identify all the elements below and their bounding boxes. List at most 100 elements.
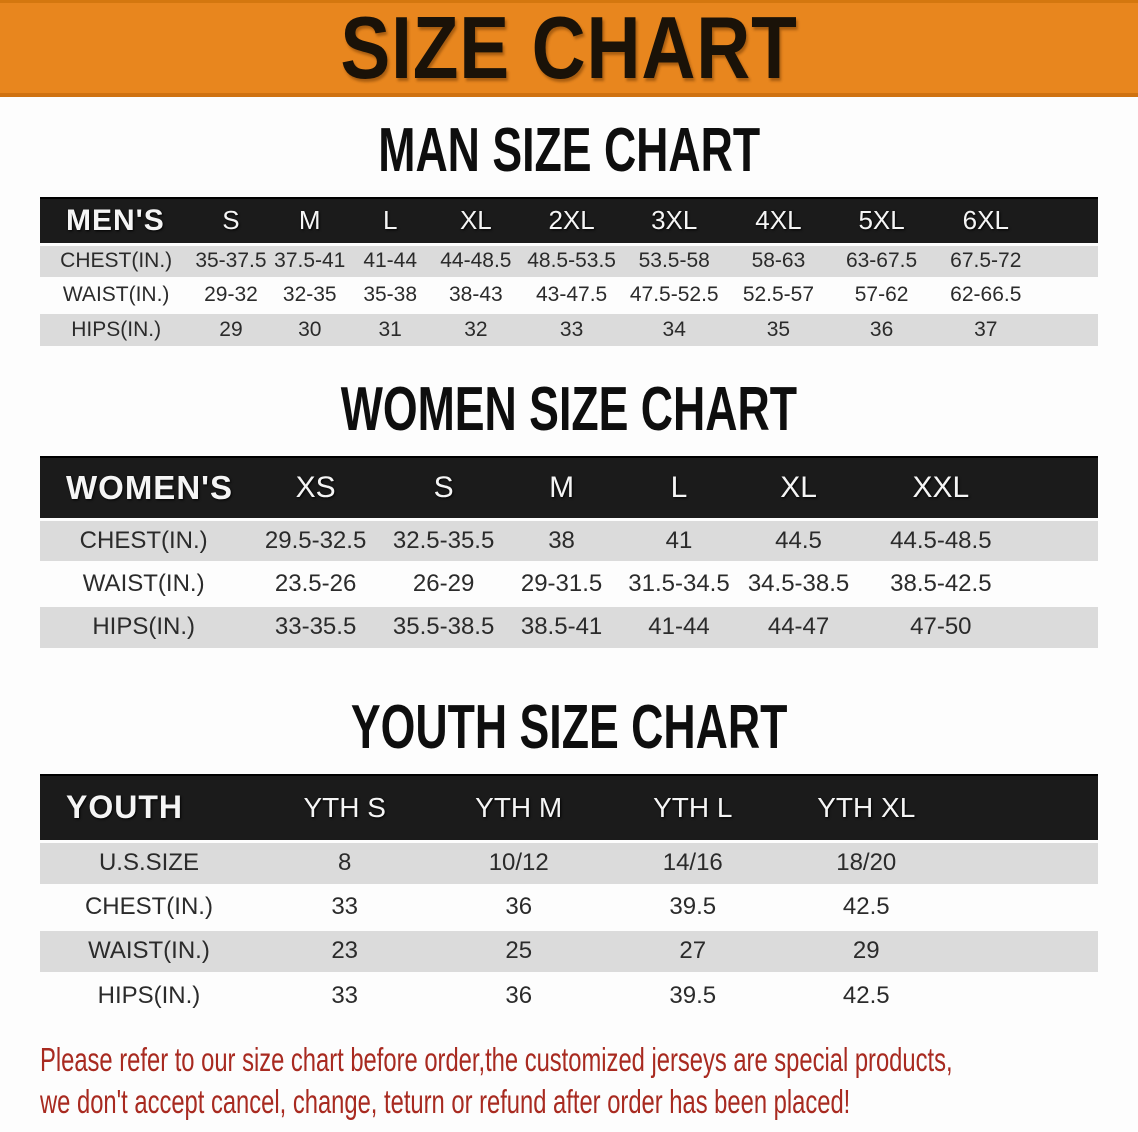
women-section-heading: WOMEN SIZE CHART xyxy=(0,375,1138,444)
size-value-cell: 47.5-52.5 xyxy=(621,276,727,312)
table-row: CHEST(IN.) 29.5-32.5 32.5-35.5 38 41 44.5 44.5… xyxy=(40,517,1098,562)
size-value-cell: 32.5-35.5 xyxy=(383,517,504,562)
size-value-cell: 34.5-38.5 xyxy=(738,560,859,605)
men-section-heading-text: MAN SIZE CHART xyxy=(378,116,760,185)
size-value-cell: 42.5 xyxy=(779,971,953,1017)
table-corner-label: YOUTH xyxy=(40,774,258,842)
size-column-header: L xyxy=(349,197,431,245)
size-value-cell: 33-35.5 xyxy=(247,603,384,648)
size-value-cell: 29 xyxy=(192,310,270,346)
measurement-row-label: WAIST(IN.) xyxy=(40,560,248,605)
size-value-cell: 53.5-58 xyxy=(621,242,727,278)
measurement-row-label: CHEST(IN.) xyxy=(40,517,248,562)
disclaimer-line-1: Please refer to our size chart before or… xyxy=(40,1039,1138,1081)
size-value-cell: 39.5 xyxy=(606,883,780,929)
disclaimer-line-2: we don't accept cancel, change, teturn o… xyxy=(40,1081,1138,1123)
table-row: CHEST(IN.) 33 36 39.5 42.5 xyxy=(40,883,1098,929)
size-value-cell: 33 xyxy=(257,883,432,929)
size-column-header: 4XL xyxy=(726,197,831,245)
filler-cell xyxy=(1038,197,1098,245)
size-value-cell: 23.5-26 xyxy=(247,560,384,605)
size-value-cell: 41 xyxy=(619,517,739,562)
size-column-header: 6XL xyxy=(932,197,1039,245)
measurement-row-label: HIPS(IN.) xyxy=(40,971,258,1017)
measurement-row-label: HIPS(IN.) xyxy=(40,310,193,346)
filler-cell xyxy=(1022,603,1098,648)
size-column-header: XS xyxy=(247,456,384,520)
size-value-cell: 58-63 xyxy=(726,242,831,278)
table-row: HIPS(IN.) 33-35.5 35.5-38.5 38.5-41 41-44 44-… xyxy=(40,603,1098,648)
size-value-cell: 35-38 xyxy=(349,276,431,312)
size-column-header: 2XL xyxy=(521,197,622,245)
size-column-header: XL xyxy=(430,197,522,245)
table-row: WAIST(IN.) 29-32 32-35 35-38 38-43 43-47.5 47.… xyxy=(40,276,1098,312)
size-value-cell: 25 xyxy=(431,927,606,973)
banner-title: SIZE CHART xyxy=(340,0,798,97)
table-row: U.S.SIZE 8 10/12 14/16 18/20 xyxy=(40,839,1098,885)
youth-section-heading-text: YOUTH SIZE CHART xyxy=(350,693,788,762)
size-value-cell: 38.5-41 xyxy=(503,603,620,648)
measurement-row-label: CHEST(IN.) xyxy=(40,242,193,278)
men-size-table: MEN'S S M L XL 2XL 3XL 4XL 5XL 6XL CHEST(IN.) 35-37… xyxy=(40,197,1098,346)
size-column-header: XL xyxy=(738,456,859,520)
size-value-cell: 30 xyxy=(269,310,350,346)
size-column-header: YTH S xyxy=(257,774,432,842)
size-value-cell: 37.5-41 xyxy=(269,242,350,278)
size-value-cell: 36 xyxy=(830,310,933,346)
size-value-cell: 63-67.5 xyxy=(830,242,933,278)
size-value-cell: 38 xyxy=(503,517,620,562)
size-value-cell: 52.5-57 xyxy=(726,276,831,312)
size-value-cell: 47-50 xyxy=(858,603,1023,648)
table-header-row: YOUTH YTH S YTH M YTH L YTH XL xyxy=(40,774,1098,842)
size-value-cell: 44.5-48.5 xyxy=(858,517,1023,562)
size-value-cell: 44.5 xyxy=(738,517,859,562)
size-column-header: L xyxy=(619,456,739,520)
measurement-row-label: U.S.SIZE xyxy=(40,839,258,885)
size-value-cell: 33 xyxy=(521,310,622,346)
size-column-header: YTH M xyxy=(431,774,606,842)
size-value-cell: 42.5 xyxy=(779,883,953,929)
women-section-heading-text: WOMEN SIZE CHART xyxy=(340,375,798,444)
size-value-cell: 18/20 xyxy=(779,839,953,885)
size-value-cell: 44-47 xyxy=(738,603,859,648)
table-row: HIPS(IN.) 29 30 31 32 33 34 35 36 37 xyxy=(40,310,1098,346)
disclaimer-note: Please refer to our size chart before or… xyxy=(0,1039,1138,1123)
size-column-header: YTH L xyxy=(606,774,780,842)
size-value-cell: 36 xyxy=(431,883,606,929)
size-value-cell: 26-29 xyxy=(383,560,504,605)
measurement-row-label: HIPS(IN.) xyxy=(40,603,248,648)
size-column-header: M xyxy=(269,197,350,245)
filler-cell xyxy=(953,927,1098,973)
size-value-cell: 27 xyxy=(606,927,780,973)
size-chart-banner: SIZE CHART xyxy=(0,0,1138,97)
size-value-cell: 31 xyxy=(349,310,431,346)
size-value-cell: 41-44 xyxy=(619,603,739,648)
size-value-cell: 44-48.5 xyxy=(430,242,522,278)
size-value-cell: 31.5-34.5 xyxy=(619,560,739,605)
size-column-header: YTH XL xyxy=(779,774,953,842)
size-value-cell: 67.5-72 xyxy=(932,242,1039,278)
size-value-cell: 8 xyxy=(257,839,432,885)
size-value-cell: 39.5 xyxy=(606,971,780,1017)
table-row: CHEST(IN.) 35-37.5 37.5-41 41-44 44-48.5 48.5… xyxy=(40,242,1098,278)
size-column-header: 3XL xyxy=(621,197,727,245)
size-column-header: 5XL xyxy=(830,197,933,245)
table-header-row: MEN'S S M L XL 2XL 3XL 4XL 5XL 6XL xyxy=(40,197,1098,245)
size-column-header: S xyxy=(383,456,504,520)
size-value-cell: 48.5-53.5 xyxy=(521,242,622,278)
size-value-cell: 37 xyxy=(932,310,1039,346)
table-row: HIPS(IN.) 33 36 39.5 42.5 xyxy=(40,971,1098,1017)
measurement-row-label: WAIST(IN.) xyxy=(40,276,193,312)
table-header-row: WOMEN'S XS S M L XL XXL xyxy=(40,456,1098,520)
size-value-cell: 41-44 xyxy=(349,242,431,278)
size-value-cell: 32-35 xyxy=(269,276,350,312)
size-value-cell: 10/12 xyxy=(431,839,606,885)
size-value-cell: 35-37.5 xyxy=(192,242,270,278)
size-value-cell: 38-43 xyxy=(430,276,522,312)
size-value-cell: 62-66.5 xyxy=(932,276,1039,312)
filler-cell xyxy=(1022,456,1098,520)
size-value-cell: 38.5-42.5 xyxy=(858,560,1023,605)
filler-cell xyxy=(1022,560,1098,605)
size-value-cell: 29-31.5 xyxy=(503,560,620,605)
table-row: WAIST(IN.) 23 25 27 29 xyxy=(40,927,1098,973)
